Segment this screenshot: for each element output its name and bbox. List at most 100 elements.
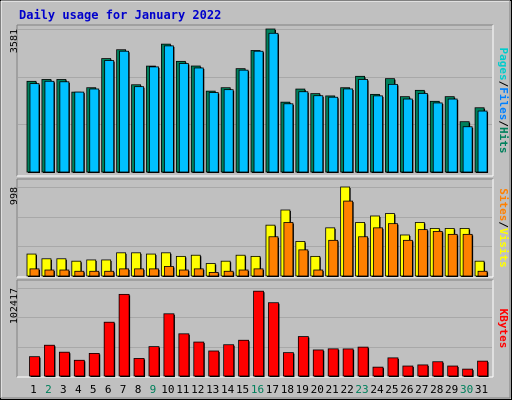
bar-files-day-3 [59,81,70,173]
x-tick-label: 5 [90,383,97,396]
bar-files-day-14 [223,89,234,173]
bar-kbytes-day-27 [417,364,429,377]
legend-hits_files: Pages/Files/Hits [497,48,510,154]
bar-sites-day-12 [193,268,204,277]
chart-title: Daily usage for January 2022 [19,8,221,22]
x-tick-label: 30 [460,383,473,396]
bar-files-day-10 [164,45,174,173]
bar-sites-day-3 [59,269,70,277]
panel-hits_files: 3581 Pages/Files/Hits [9,24,510,177]
bar-files-day-5 [89,88,100,173]
x-tick-label: 12 [191,383,204,396]
x-tick-label: 7 [120,383,127,396]
bar-sites-day-31 [477,270,488,277]
legend-kbytes: KBytes [497,309,510,349]
bar-sites-day-25 [388,223,398,277]
bar-kbytes-day-3 [58,351,70,377]
bar-kbytes-day-7 [118,293,130,377]
panel-kbytes: 102417 KBytes [9,279,510,378]
x-tick-label: 28 [430,383,443,396]
bar-files-day-4 [74,91,85,173]
bar-sites-day-13 [208,272,219,277]
bar-kbytes-day-11 [178,333,190,377]
x-tick-label: 24 [370,383,384,396]
x-tick-label: 16 [251,383,264,396]
x-tick-label: 17 [266,383,279,396]
x-tick-label: 19 [296,383,309,396]
panel-sites_visits: 998 Sites/Visits [9,178,510,278]
x-tick-label: 9 [150,383,157,396]
bar-files-day-13 [208,92,219,173]
x-tick-label: 31 [475,383,488,396]
bar-kbytes-day-1 [29,356,40,377]
bar-sites-day-20 [313,269,324,277]
bar-files-day-2 [44,80,55,173]
series-sites [29,200,489,277]
bar-files-day-12 [193,67,204,173]
x-tick-label: 27 [415,383,428,396]
bar-kbytes-day-31 [477,360,488,377]
bar-files-day-18 [283,103,294,173]
bar-sites-day-10 [164,266,174,277]
bar-kbytes-day-26 [402,365,414,377]
bar-sites-day-23 [358,236,368,277]
legend-part: / [497,120,510,127]
bar-kbytes-day-19 [297,336,309,377]
bar-kbytes-day-18 [283,352,294,377]
bar-kbytes-day-5 [88,353,100,377]
legend-part: Files [497,87,510,120]
bar-kbytes-day-13 [208,350,220,377]
x-tick-label: 14 [221,383,235,396]
x-axis-day-labels: 1 2 3 4 5 6 7 8 9 10 11 12 13 14 15 16 17 18 19 20 21 22 23 24 2… [30,383,488,396]
x-tick-label: 8 [135,383,142,396]
legend-part: Sites [497,188,510,221]
x-tick-label: 10 [161,383,174,396]
bar-kbytes-day-30 [462,368,474,377]
bar-files-day-25 [388,83,398,173]
x-tick-label: 25 [385,383,398,396]
bar-sites-day-28 [432,231,443,277]
bar-files-day-1 [29,83,40,173]
bar-sites-day-27 [417,229,428,277]
bar-sites-day-11 [178,269,189,277]
bar-sites-day-9 [149,268,159,277]
legend-part: / [497,221,510,228]
y-max-label: 998 [9,187,20,205]
bar-sites-day-22 [343,200,354,277]
bar-sites-day-15 [238,269,249,277]
bar-files-day-6 [104,60,115,173]
bar-kbytes-day-15 [238,339,249,377]
bar-files-day-30 [462,126,473,173]
bar-kbytes-day-12 [193,341,205,377]
bar-kbytes-day-28 [432,361,444,377]
x-tick-label: 29 [445,383,458,396]
bar-sites-day-2 [44,269,55,277]
legend-sites_visits: Sites/Visits [497,188,510,268]
x-tick-label: 1 [30,383,37,396]
x-tick-label: 15 [236,383,249,396]
x-tick-label: 6 [105,383,112,396]
bar-files-day-15 [238,69,249,173]
x-tick-label: 2 [45,383,52,396]
bar-kbytes-day-2 [44,344,55,377]
bar-kbytes-day-29 [447,365,459,377]
bar-kbytes-day-14 [223,344,235,377]
bar-files-day-19 [298,91,309,173]
bar-sites-day-6 [104,270,115,277]
y-max-label: 3581 [9,29,20,53]
bar-sites-day-17 [268,236,279,277]
x-tick-label: 21 [326,383,339,396]
bar-kbytes-day-10 [163,313,175,377]
bar-kbytes-day-9 [148,346,160,377]
bar-sites-day-8 [134,268,144,277]
bar-sites-day-1 [29,268,40,277]
chart-panels: 3581 Pages/Files/Hits 998 Sites/Visits 10241… [9,24,510,378]
legend-part: / [497,81,510,88]
x-tick-label: 20 [311,383,324,396]
bar-files-day-11 [178,63,189,173]
bar-sites-day-16 [253,268,264,277]
bar-files-day-7 [119,50,130,173]
series-files [29,32,489,174]
x-tick-label: 26 [400,383,413,396]
